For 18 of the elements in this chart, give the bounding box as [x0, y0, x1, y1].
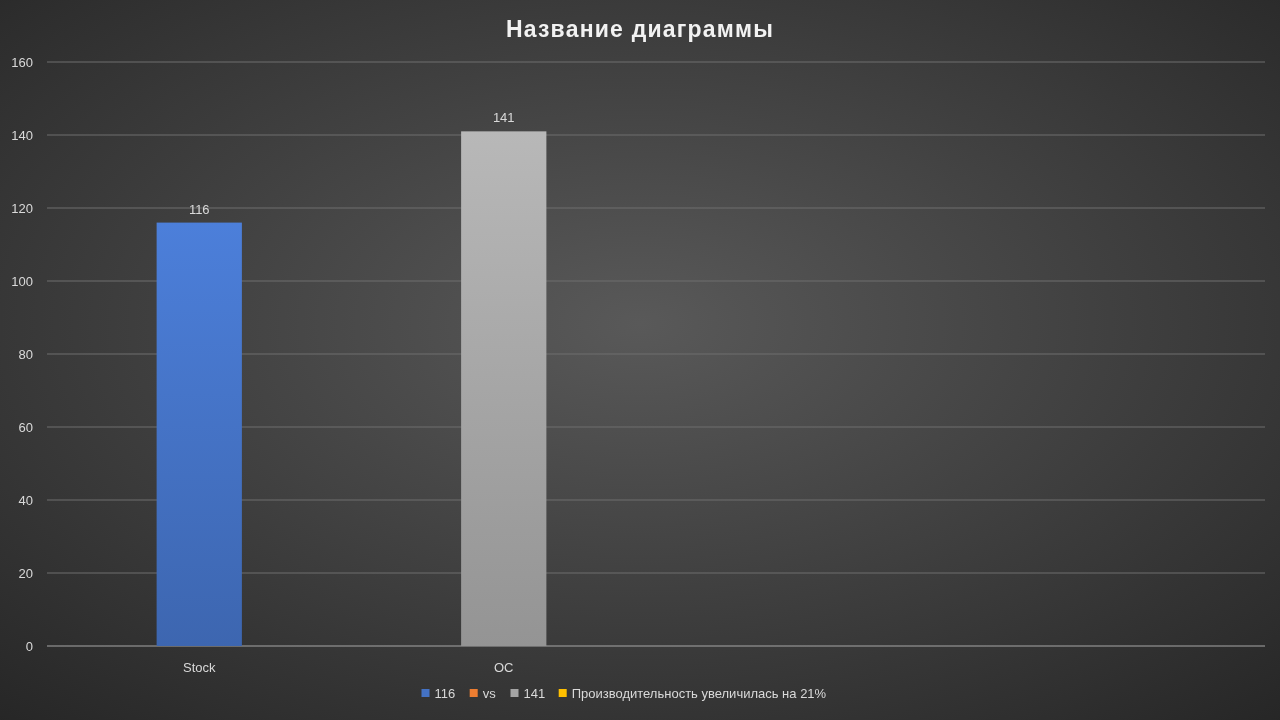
x-tick-label: Stock: [182, 660, 216, 675]
legend-label: 116: [434, 686, 456, 701]
legend-label: 141: [523, 686, 546, 701]
y-tick-label: 20: [18, 566, 33, 581]
chart-title: Название диаграммы: [505, 16, 775, 42]
data-label: 116: [188, 201, 210, 217]
y-tick-label: 140: [11, 128, 33, 143]
data-label: 141: [492, 110, 515, 126]
legend-label: vs: [482, 686, 497, 701]
x-tick-label: OC: [494, 660, 514, 675]
y-tick-label: 0: [25, 639, 33, 654]
y-tick-label: 80: [18, 347, 33, 362]
y-tick-label: 100: [11, 274, 33, 289]
y-tick-label: 160: [11, 55, 33, 70]
legend-label: Производительность увеличилась на 21%: [571, 686, 827, 701]
y-tick-label: 120: [11, 201, 33, 216]
y-tick-label: 60: [18, 420, 33, 435]
y-tick-label: 40: [18, 493, 33, 508]
